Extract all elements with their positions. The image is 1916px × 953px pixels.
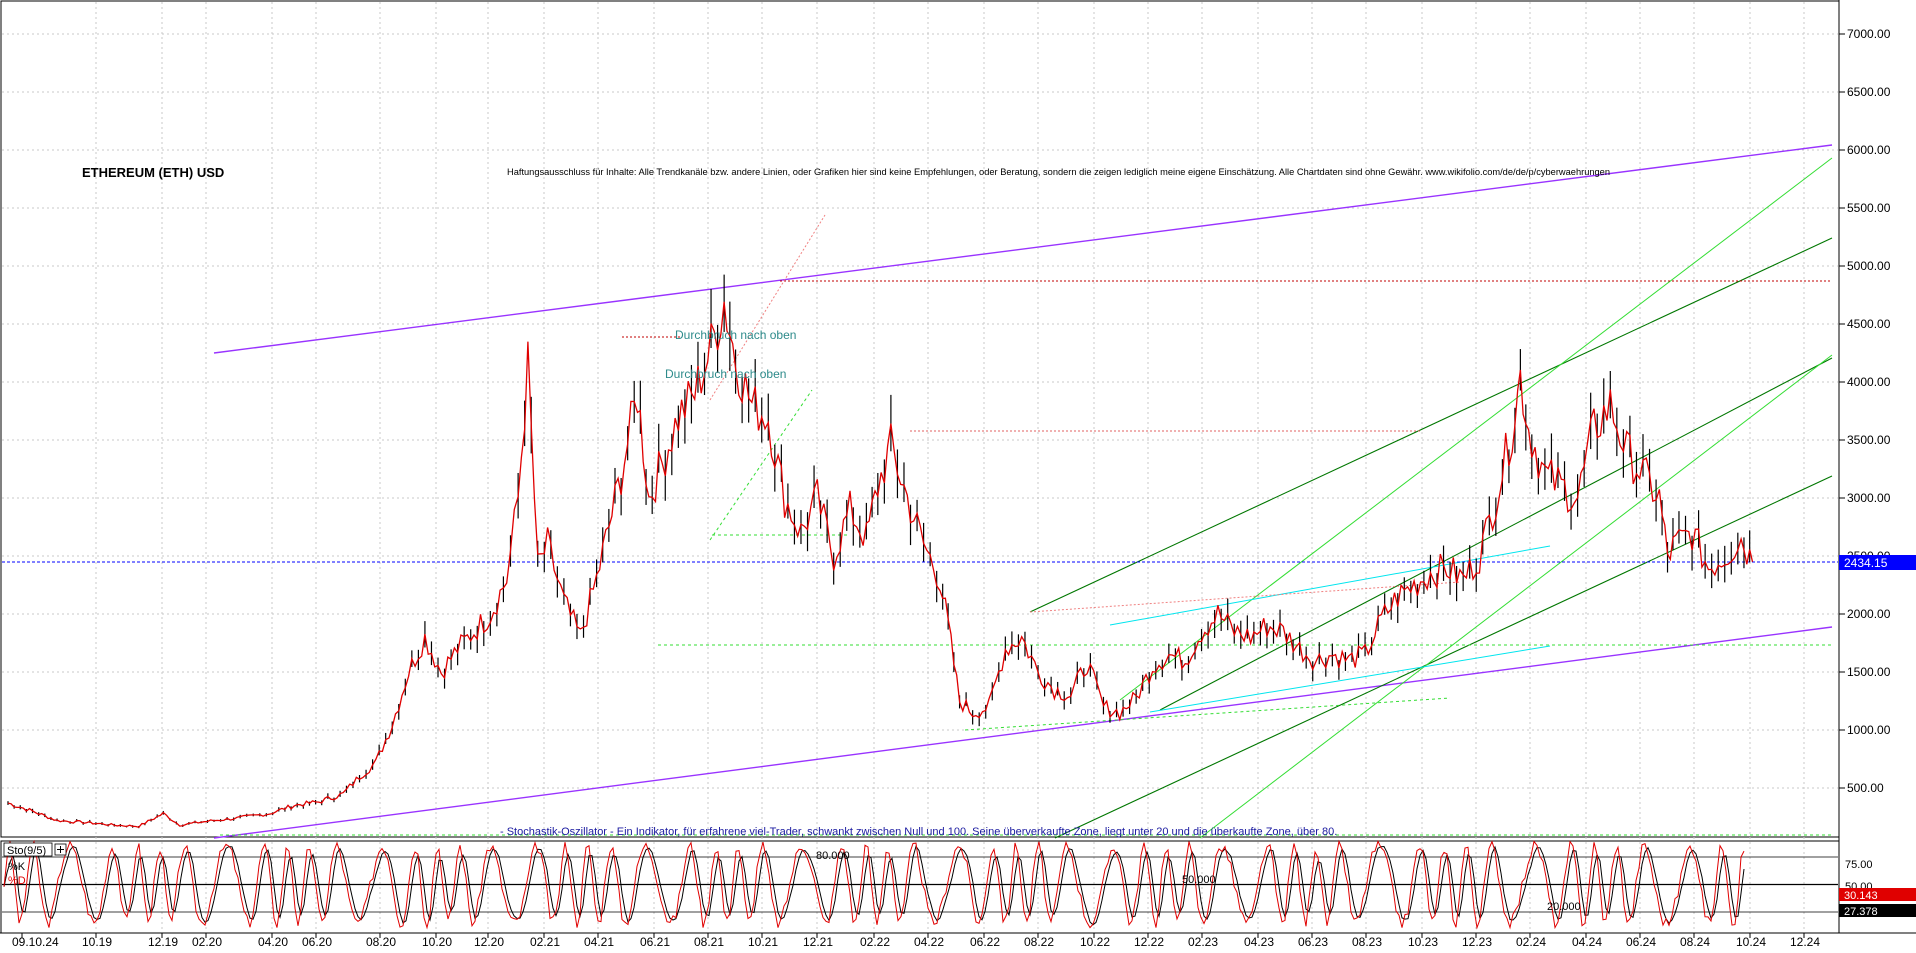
chart-title: ETHEREUM (ETH) USD xyxy=(82,165,224,180)
x-tick-label: 02.21 xyxy=(530,935,560,948)
stochastic-description: - Stochastik-Oszillator - Ein Indikator,… xyxy=(500,826,1337,838)
stoch-level-50: 50.000 xyxy=(1182,874,1216,886)
trend-dotted-rise xyxy=(709,389,813,541)
x-tick-label: 08.20 xyxy=(366,935,396,948)
y-tick-label: 1500.00 xyxy=(1847,665,1891,679)
y-axis: 7000.00 6500.00 6000.00 5500.00 5000.00 4500.… xyxy=(1839,27,1891,795)
x-tick-label: 10.20 xyxy=(422,935,452,948)
trend-line-dark-2 xyxy=(1054,475,1833,839)
x-tick-label: 06.20 xyxy=(302,935,332,948)
stoch-d-value: 27.378 xyxy=(1844,906,1878,918)
disclaimer-text: Haftungsausschluss für Inhalte: Alle Tre… xyxy=(507,167,1610,177)
stoch-tick-75: 75.00 xyxy=(1845,859,1873,871)
y-tick-label: 500.00 xyxy=(1847,781,1884,795)
x-tick-label: 12.22 xyxy=(1134,935,1164,948)
x-tick-label: 12.20 xyxy=(474,935,504,948)
x-tick-label: 06.23 xyxy=(1298,935,1328,948)
x-tick-label: 06.24 xyxy=(1626,935,1656,948)
y-tick-label: 2000.00 xyxy=(1847,607,1891,621)
stoch-k-value: 30.143 xyxy=(1844,890,1878,902)
x-tick-label: 12.19 xyxy=(148,935,178,948)
stoch-k-label: %K xyxy=(8,861,26,873)
grid-layer xyxy=(2,2,1838,932)
x-tick-label: 04.21 xyxy=(584,935,614,948)
trend-line-dark-1 xyxy=(1029,237,1833,613)
x-tick-label: 08.24 xyxy=(1680,935,1710,948)
x-tick-label: 09.10.24 xyxy=(12,935,59,948)
stoch-k-value-box xyxy=(1839,888,1916,901)
stoch-d-label: %D xyxy=(8,875,26,887)
y-tick-label: 3500.00 xyxy=(1847,433,1891,447)
stoch-label-box xyxy=(3,842,53,857)
current-price-box xyxy=(1839,555,1916,570)
x-tick-label: 08.22 xyxy=(1024,935,1054,948)
y-tick-label: 5500.00 xyxy=(1847,201,1891,215)
stoch-d-value-box xyxy=(1839,904,1916,917)
y-tick-label: 5000.00 xyxy=(1847,259,1891,273)
x-tick-label: 10.21 xyxy=(748,935,778,948)
cyan-line-2 xyxy=(1149,645,1551,713)
stoch-label: Sto(9/5) xyxy=(7,845,46,857)
x-tick-label: 02.20 xyxy=(192,935,222,948)
stochastic-oscillator xyxy=(2,839,1838,930)
x-tick-label: 12.23 xyxy=(1462,935,1492,948)
annotation-breakout-1: Durchbruch nach oben xyxy=(675,328,796,342)
stoch-level-80: 80.000 xyxy=(816,850,850,862)
annotation-breakout-2: Durchbruch nach oben xyxy=(665,367,786,381)
x-tick-label: 10.22 xyxy=(1080,935,1110,948)
stoch-d-line xyxy=(3,845,1745,926)
trend-line-light-2 xyxy=(1199,354,1833,839)
trend-lines xyxy=(2,144,1838,839)
y-tick-label: 1000.00 xyxy=(1847,723,1891,737)
x-tick-label: 04.23 xyxy=(1244,935,1274,948)
x-tick-label: 10.24 xyxy=(1736,935,1766,948)
y-tick-label: 6000.00 xyxy=(1847,143,1891,157)
channel-lower-line xyxy=(213,626,1833,839)
channel-upper-line xyxy=(213,144,1833,354)
x-tick-label: 04.20 xyxy=(258,935,288,948)
x-tick-label: 06.21 xyxy=(640,935,670,948)
x-tick-label: 06.22 xyxy=(970,935,1000,948)
x-tick-label: 02.24 xyxy=(1516,935,1546,948)
y-tick-label: 7000.00 xyxy=(1847,27,1891,41)
stoch-level-20: 20.000 xyxy=(1547,901,1581,913)
main-panel-border xyxy=(0,0,1840,838)
x-axis: 09.10.24 10.19 12.19 02.20 04.20 06.20 08.20 10… xyxy=(12,933,1820,949)
x-tick-label: 04.24 xyxy=(1572,935,1602,948)
x-tick-label: 12.21 xyxy=(803,935,833,948)
current-price-label: 2434.15 xyxy=(1844,556,1888,570)
trend-dotted-red xyxy=(709,214,826,401)
y-tick-label: 4000.00 xyxy=(1847,375,1891,389)
stoch-k-line xyxy=(3,839,1745,930)
x-tick-label: 10.19 xyxy=(82,935,112,948)
x-tick-label: 12.24 xyxy=(1790,935,1820,948)
x-tick-label: 10.23 xyxy=(1408,935,1438,948)
y-tick-label: 4500.00 xyxy=(1847,317,1891,331)
trend-line-light-1 xyxy=(1119,157,1833,701)
x-tick-label: 02.22 xyxy=(860,935,890,948)
y-tick-label: 6500.00 xyxy=(1847,85,1891,99)
price-series xyxy=(7,274,1754,829)
x-tick-label: 02.23 xyxy=(1188,935,1218,948)
x-tick-label: 08.21 xyxy=(694,935,724,948)
x-tick-label: 04.22 xyxy=(914,935,944,948)
y-tick-label: 3000.00 xyxy=(1847,491,1891,505)
x-tick-label: 08.23 xyxy=(1352,935,1382,948)
price-line xyxy=(7,301,1754,829)
